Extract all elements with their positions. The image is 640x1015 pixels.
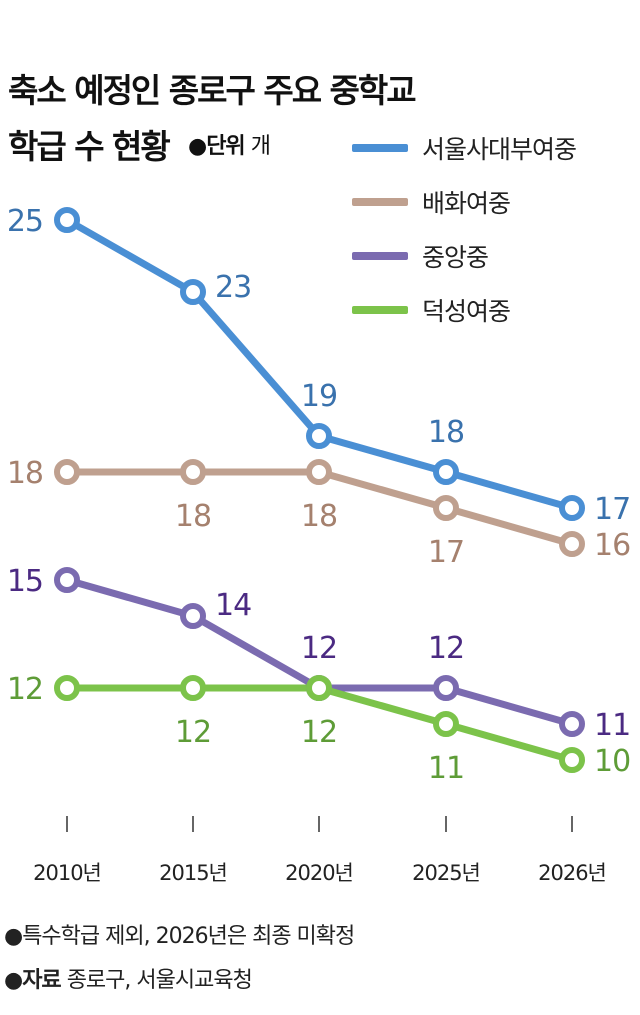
data-point <box>306 459 332 485</box>
data-label: 12 <box>301 631 337 666</box>
data-label: 25 <box>7 204 43 239</box>
data-point <box>180 279 206 305</box>
data-point <box>433 675 459 701</box>
legend-item: 배화여중 <box>352 187 511 218</box>
unit-value: 개 <box>250 134 271 159</box>
data-label: 18 <box>428 415 464 450</box>
data-point <box>180 459 206 485</box>
data-point <box>433 711 459 737</box>
data-label: 19 <box>301 379 337 414</box>
data-point <box>54 675 80 701</box>
data-label: 10 <box>594 744 630 779</box>
source-label: ●자료 <box>4 968 62 993</box>
unit-label: ●단위 개 <box>188 128 271 160</box>
data-point <box>306 675 332 701</box>
data-label: 17 <box>594 492 630 527</box>
unit-key: ●단위 <box>188 134 246 159</box>
data-label: 12 <box>428 631 464 666</box>
data-point <box>433 495 459 521</box>
data-point <box>559 495 585 521</box>
legend-item: 중앙중 <box>352 241 489 272</box>
data-point <box>433 459 459 485</box>
data-label: 16 <box>594 528 630 563</box>
data-point <box>559 747 585 773</box>
data-point <box>180 675 206 701</box>
data-label: 23 <box>215 270 251 305</box>
legend-label: 서울사대부여중 <box>422 135 577 164</box>
chart-title-line2: 학급 수 현황 <box>8 127 171 166</box>
source-value: 종로구, 서울시교육청 <box>66 968 253 993</box>
x-tick-label: 2025년 <box>412 861 480 885</box>
legend-swatch <box>352 144 408 152</box>
data-point <box>306 423 332 449</box>
x-tick-label: 2010년 <box>33 861 101 885</box>
source-note: ●자료 종로구, 서울시교육청 <box>4 962 253 994</box>
x-tick-label: 2020년 <box>285 861 353 885</box>
legend-item: 덕성여중 <box>352 295 511 326</box>
data-label: 18 <box>175 499 211 534</box>
data-label: 12 <box>175 715 211 750</box>
legend-swatch <box>352 252 408 260</box>
legend-item: 서울사대부여중 <box>352 133 577 164</box>
legend-swatch <box>352 198 408 206</box>
data-label: 14 <box>215 588 251 623</box>
data-label: 15 <box>7 564 43 599</box>
data-point <box>54 459 80 485</box>
data-label: 18 <box>7 456 43 491</box>
data-label: 12 <box>301 715 337 750</box>
data-point <box>180 603 206 629</box>
data-label: 11 <box>428 751 464 786</box>
data-label: 12 <box>7 672 43 707</box>
data-label: 11 <box>594 708 630 743</box>
x-tick-label: 2015년 <box>159 861 227 885</box>
legend-swatch <box>352 306 408 314</box>
data-point <box>54 207 80 233</box>
data-label: 18 <box>301 499 337 534</box>
data-label: 17 <box>428 535 464 570</box>
footnote: ●특수학급 제외, 2026년은 최종 미확정 <box>4 924 355 949</box>
data-point <box>54 567 80 593</box>
data-point <box>559 711 585 737</box>
data-point <box>559 531 585 557</box>
legend-label: 중앙중 <box>422 243 489 272</box>
legend-label: 덕성여중 <box>422 297 511 326</box>
x-tick-label: 2026년 <box>538 861 606 885</box>
chart-title-line1: 축소 예정인 종로구 주요 중학교 <box>8 71 417 110</box>
legend-label: 배화여중 <box>422 189 511 218</box>
